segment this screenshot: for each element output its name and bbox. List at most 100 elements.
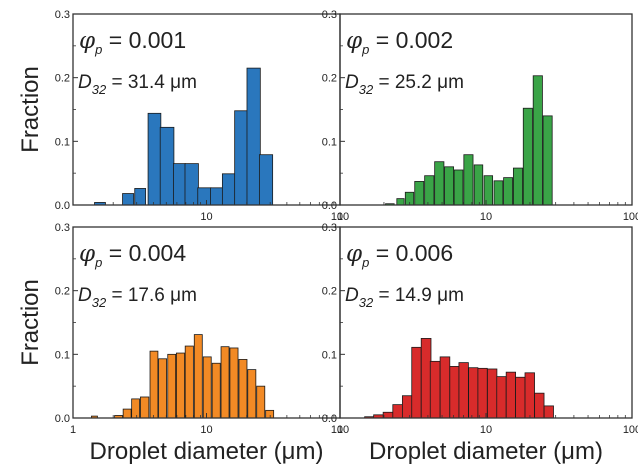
y-tick-label: 0.0 bbox=[55, 413, 70, 425]
y-tick-label: 0.2 bbox=[322, 73, 337, 85]
histogram-bar bbox=[522, 107, 533, 206]
histogram-bar bbox=[463, 154, 474, 206]
histogram-bar bbox=[414, 181, 425, 206]
histogram-bar bbox=[396, 198, 405, 206]
x-tick-label: 100 bbox=[623, 424, 638, 436]
d32-annotation: D32 = 31.4 μm bbox=[78, 72, 197, 97]
phi-annotation: φp = 0.004 bbox=[79, 240, 186, 270]
histogram-bar bbox=[496, 376, 507, 419]
histogram-bar bbox=[434, 161, 445, 206]
chart-panel-bottom-right: 0.0 0.1 0.2 0.3 1 10 100 φp = 0.006 D32 = 14.9 μ… bbox=[322, 222, 638, 465]
d32-annotation: D32 = 25.2 μm bbox=[345, 72, 464, 97]
histogram-bar bbox=[429, 360, 441, 419]
histogram-bar bbox=[401, 395, 413, 419]
x-tick-label: 100 bbox=[331, 424, 349, 436]
x-tick-label: 10 bbox=[480, 424, 492, 436]
chart-panel-top-left: 0.0 0.1 0.2 0.3 10 100 φp = 0.001 D32 = 31.4 μm… bbox=[17, 9, 349, 223]
histogram-bar bbox=[167, 353, 177, 419]
y-tick-label: 0.0 bbox=[322, 413, 337, 425]
y-tick-label: 0.3 bbox=[55, 222, 70, 234]
histogram-bar bbox=[458, 362, 469, 419]
y-tick-label: 0.1 bbox=[55, 136, 70, 148]
x-tick-label: 1 bbox=[337, 211, 343, 223]
histogram-bar bbox=[493, 180, 504, 206]
y-axis-label: Fraction bbox=[17, 66, 44, 153]
histogram-bar bbox=[159, 126, 175, 206]
histogram-bar bbox=[221, 173, 236, 206]
x-tick-label: 10 bbox=[480, 211, 492, 223]
histogram-bar bbox=[147, 112, 162, 206]
histogram-bar bbox=[487, 368, 498, 419]
histogram-bar bbox=[503, 177, 513, 206]
histogram-bar bbox=[184, 163, 199, 206]
y-tick-label: 0.1 bbox=[55, 349, 70, 361]
x-tick-label: 10 bbox=[200, 424, 212, 436]
x-axis-label: Droplet diameter (μm) bbox=[90, 438, 324, 465]
y-axis-label: Fraction bbox=[17, 279, 44, 366]
y-tick-label: 0.3 bbox=[55, 9, 70, 21]
histogram-bar bbox=[392, 404, 404, 419]
histogram-bar bbox=[220, 346, 230, 419]
histogram-bar bbox=[256, 385, 266, 419]
histogram-bar bbox=[246, 67, 261, 206]
histogram-bar bbox=[122, 193, 135, 206]
histogram-bar bbox=[175, 352, 185, 419]
histogram-bar bbox=[193, 334, 203, 419]
histogram-bar bbox=[247, 369, 257, 419]
histogram-bar bbox=[265, 409, 275, 419]
histogram-bar bbox=[543, 405, 554, 419]
histogram-bar bbox=[424, 175, 435, 206]
histogram-bar bbox=[202, 356, 212, 419]
histogram-bar bbox=[473, 164, 484, 206]
x-tick-label: 100 bbox=[623, 211, 638, 223]
d32-annotation: D32 = 17.6 μm bbox=[78, 285, 197, 310]
x-tick-label: 10 bbox=[200, 211, 212, 223]
phi-annotation: φp = 0.006 bbox=[346, 240, 453, 270]
histogram-bar bbox=[483, 175, 494, 206]
histogram-bar bbox=[453, 169, 464, 206]
y-tick-label: 0.1 bbox=[322, 349, 337, 361]
histogram-bar bbox=[184, 345, 194, 419]
histogram-bar bbox=[382, 411, 394, 419]
histogram-bar bbox=[534, 392, 545, 419]
histogram-bar bbox=[229, 347, 239, 419]
histogram-bar bbox=[477, 367, 488, 419]
histogram-bar bbox=[172, 163, 186, 206]
y-tick-label: 0.3 bbox=[322, 222, 337, 234]
histogram-bar bbox=[140, 396, 150, 419]
histogram-bar bbox=[532, 75, 543, 206]
x-tick-label: 100 bbox=[331, 211, 349, 223]
histogram-bar bbox=[131, 398, 140, 419]
phi-annotation: φp = 0.001 bbox=[79, 27, 186, 57]
histogram-bar bbox=[515, 376, 526, 419]
histogram-bar bbox=[439, 356, 451, 419]
histogram-bar bbox=[258, 154, 274, 206]
histogram-bar bbox=[444, 166, 455, 206]
histogram-bar bbox=[411, 346, 422, 419]
chart-panel-bottom-left: 0.0 0.1 0.2 0.3 1 10 100 φp = 0.004 D32 = 17.6 μ… bbox=[17, 222, 349, 465]
histogram-bar bbox=[542, 115, 553, 206]
y-tick-label: 0.2 bbox=[55, 73, 70, 85]
histogram-bar bbox=[234, 110, 249, 206]
y-tick-label: 0.2 bbox=[322, 286, 337, 298]
histogram-bar bbox=[524, 372, 535, 419]
histogram-bar bbox=[512, 167, 523, 206]
histogram-bar bbox=[211, 362, 221, 419]
x-tick-label: 1 bbox=[337, 424, 343, 436]
histogram-bar bbox=[122, 408, 132, 419]
histogram-bar bbox=[468, 367, 479, 419]
y-tick-label: 0.0 bbox=[322, 200, 337, 212]
y-tick-label: 0.1 bbox=[322, 136, 337, 148]
d32-annotation: D32 = 14.9 μm bbox=[345, 285, 464, 310]
histogram-bar bbox=[149, 350, 159, 419]
histogram-bar bbox=[210, 187, 224, 206]
histogram-bar bbox=[420, 338, 432, 419]
x-tick-label: 1 bbox=[70, 424, 76, 436]
phi-annotation: φp = 0.002 bbox=[346, 27, 453, 57]
y-tick-label: 0.0 bbox=[55, 200, 70, 212]
histogram-bar bbox=[238, 359, 248, 419]
histogram-bar bbox=[505, 371, 517, 419]
y-tick-label: 0.2 bbox=[55, 286, 70, 298]
histogram-bar bbox=[449, 366, 460, 419]
